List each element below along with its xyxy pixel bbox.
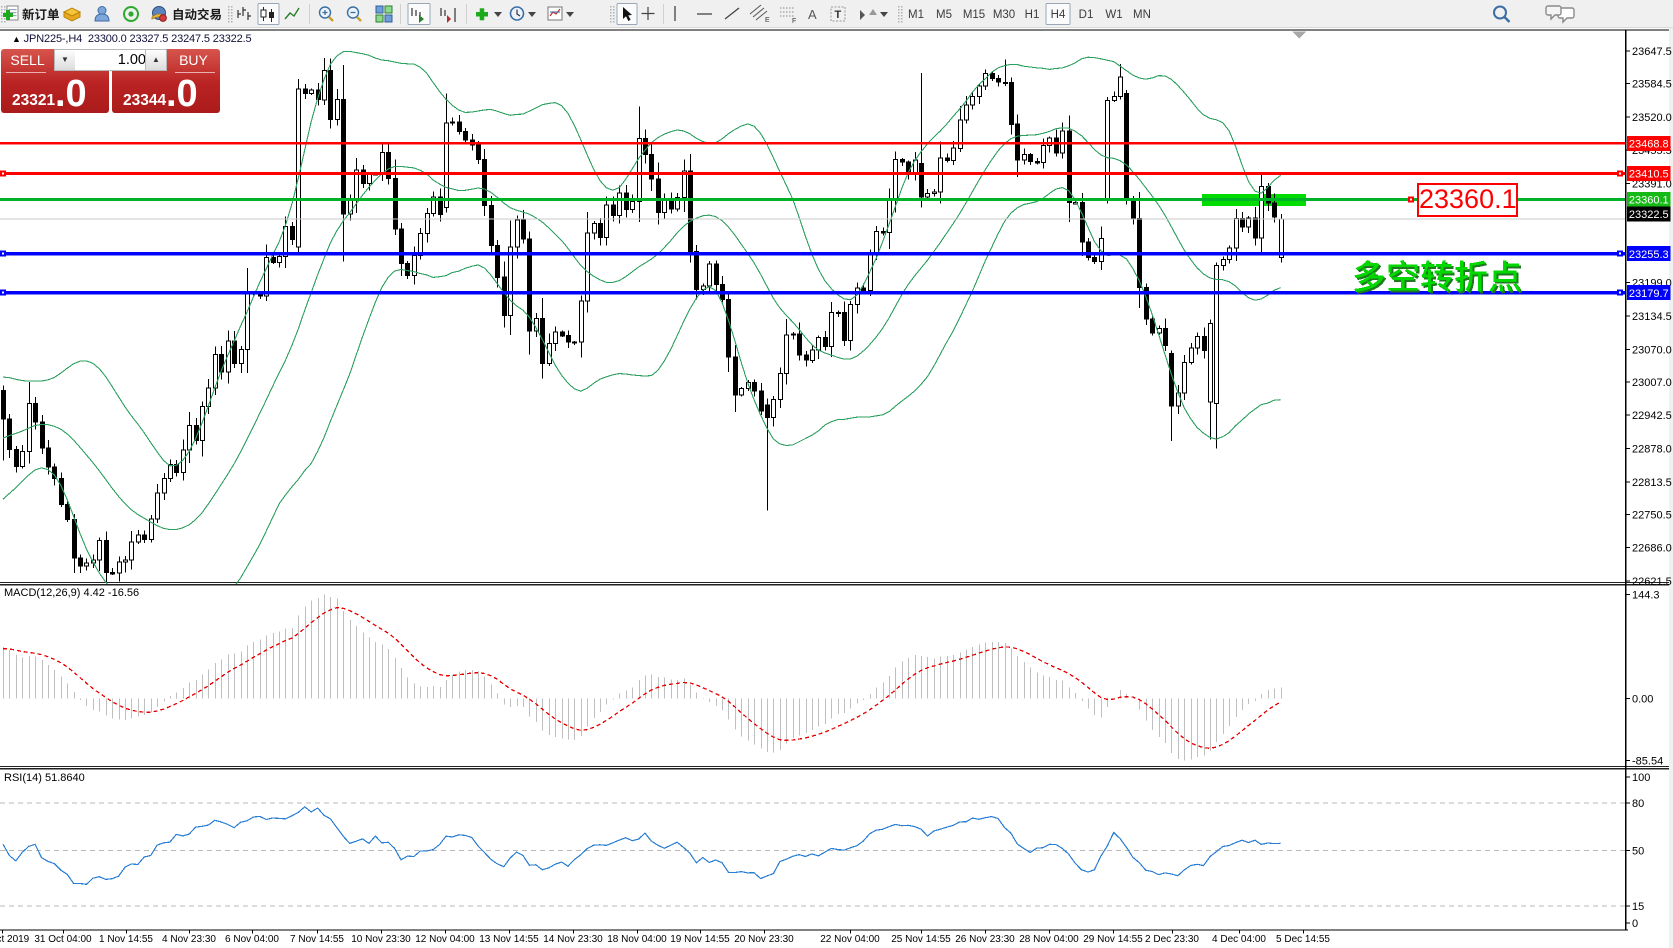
- svg-text:26 Nov 23:30: 26 Nov 23:30: [955, 934, 1015, 945]
- svg-text:15: 15: [1632, 901, 1644, 913]
- svg-text:22686.0: 22686.0: [1632, 543, 1672, 555]
- svg-text:22 Nov 04:00: 22 Nov 04:00: [820, 934, 880, 945]
- svg-text:H1: H1: [1025, 9, 1040, 21]
- svg-text:22942.5: 22942.5: [1632, 410, 1672, 422]
- svg-text:19 Nov 14:55: 19 Nov 14:55: [670, 934, 730, 945]
- svg-text:E: E: [765, 17, 770, 24]
- svg-text:22878.0: 22878.0: [1632, 444, 1672, 456]
- svg-text:14 Nov 23:30: 14 Nov 23:30: [543, 934, 603, 945]
- svg-text:12 Nov 04:00: 12 Nov 04:00: [415, 934, 475, 945]
- svg-text:A: A: [808, 7, 817, 22]
- svg-text:-85.54: -85.54: [1632, 755, 1663, 767]
- svg-text:23322.5: 23322.5: [1629, 209, 1669, 221]
- svg-text:23070.0: 23070.0: [1632, 344, 1672, 356]
- svg-text:23179.7: 23179.7: [1629, 288, 1669, 300]
- svg-text:100: 100: [1632, 772, 1650, 784]
- svg-text:23520.0: 23520.0: [1632, 112, 1672, 124]
- svg-text:23360.1: 23360.1: [1629, 195, 1669, 207]
- svg-text:6 Nov 04:00: 6 Nov 04:00: [225, 934, 279, 945]
- svg-text:20 Nov 23:30: 20 Nov 23:30: [734, 934, 794, 945]
- svg-text:29 Oct 2019: 29 Oct 2019: [0, 934, 30, 945]
- svg-text:4 Dec 04:00: 4 Dec 04:00: [1212, 934, 1266, 945]
- svg-text:T: T: [835, 9, 842, 21]
- svg-text:7 Nov 14:55: 7 Nov 14:55: [290, 934, 344, 945]
- svg-text:80: 80: [1632, 798, 1644, 810]
- svg-text:2 Dec 23:30: 2 Dec 23:30: [1145, 934, 1199, 945]
- svg-text:0.00: 0.00: [1632, 694, 1653, 706]
- svg-text:M1: M1: [908, 9, 924, 21]
- svg-text:13 Nov 14:55: 13 Nov 14:55: [479, 934, 539, 945]
- svg-text:23007.0: 23007.0: [1632, 377, 1672, 389]
- svg-text:D1: D1: [1079, 9, 1094, 21]
- svg-text:10 Nov 23:30: 10 Nov 23:30: [351, 934, 411, 945]
- svg-text:23391.0: 23391.0: [1632, 179, 1672, 191]
- svg-text:29 Nov 14:55: 29 Nov 14:55: [1083, 934, 1143, 945]
- svg-text:23584.5: 23584.5: [1632, 79, 1672, 91]
- svg-text:23410.5: 23410.5: [1629, 169, 1669, 181]
- svg-text:F: F: [792, 18, 796, 25]
- svg-text:W1: W1: [1105, 9, 1122, 21]
- svg-text:18 Nov 04:00: 18 Nov 04:00: [607, 934, 667, 945]
- svg-text:23468.8: 23468.8: [1629, 139, 1669, 151]
- svg-text:M15: M15: [963, 9, 985, 21]
- svg-text:M30: M30: [993, 9, 1015, 21]
- svg-text:MN: MN: [1133, 9, 1151, 21]
- svg-text:5 Dec 14:55: 5 Dec 14:55: [1276, 934, 1330, 945]
- svg-text:H4: H4: [1051, 9, 1066, 21]
- svg-text:MACD(12,26,9) 4.42 -16.56: MACD(12,26,9) 4.42 -16.56: [4, 587, 139, 599]
- svg-text:4 Nov 23:30: 4 Nov 23:30: [162, 934, 216, 945]
- svg-text:23134.5: 23134.5: [1632, 311, 1672, 323]
- svg-text:23647.5: 23647.5: [1632, 46, 1672, 58]
- svg-text:23255.3: 23255.3: [1629, 249, 1669, 261]
- svg-text:31 Oct 04:00: 31 Oct 04:00: [34, 934, 92, 945]
- svg-text:0: 0: [1632, 918, 1638, 930]
- svg-text:50: 50: [1632, 845, 1644, 857]
- svg-text:22621.5: 22621.5: [1632, 576, 1672, 588]
- svg-text:1 Nov 14:55: 1 Nov 14:55: [99, 934, 153, 945]
- svg-text:RSI(14) 51.8640: RSI(14) 51.8640: [4, 772, 85, 784]
- svg-text:144.3: 144.3: [1632, 589, 1660, 601]
- svg-text:M5: M5: [936, 9, 952, 21]
- svg-text:22813.5: 22813.5: [1632, 477, 1672, 489]
- svg-text:25 Nov 14:55: 25 Nov 14:55: [891, 934, 951, 945]
- svg-text:28 Nov 04:00: 28 Nov 04:00: [1019, 934, 1079, 945]
- svg-text:22750.5: 22750.5: [1632, 509, 1672, 521]
